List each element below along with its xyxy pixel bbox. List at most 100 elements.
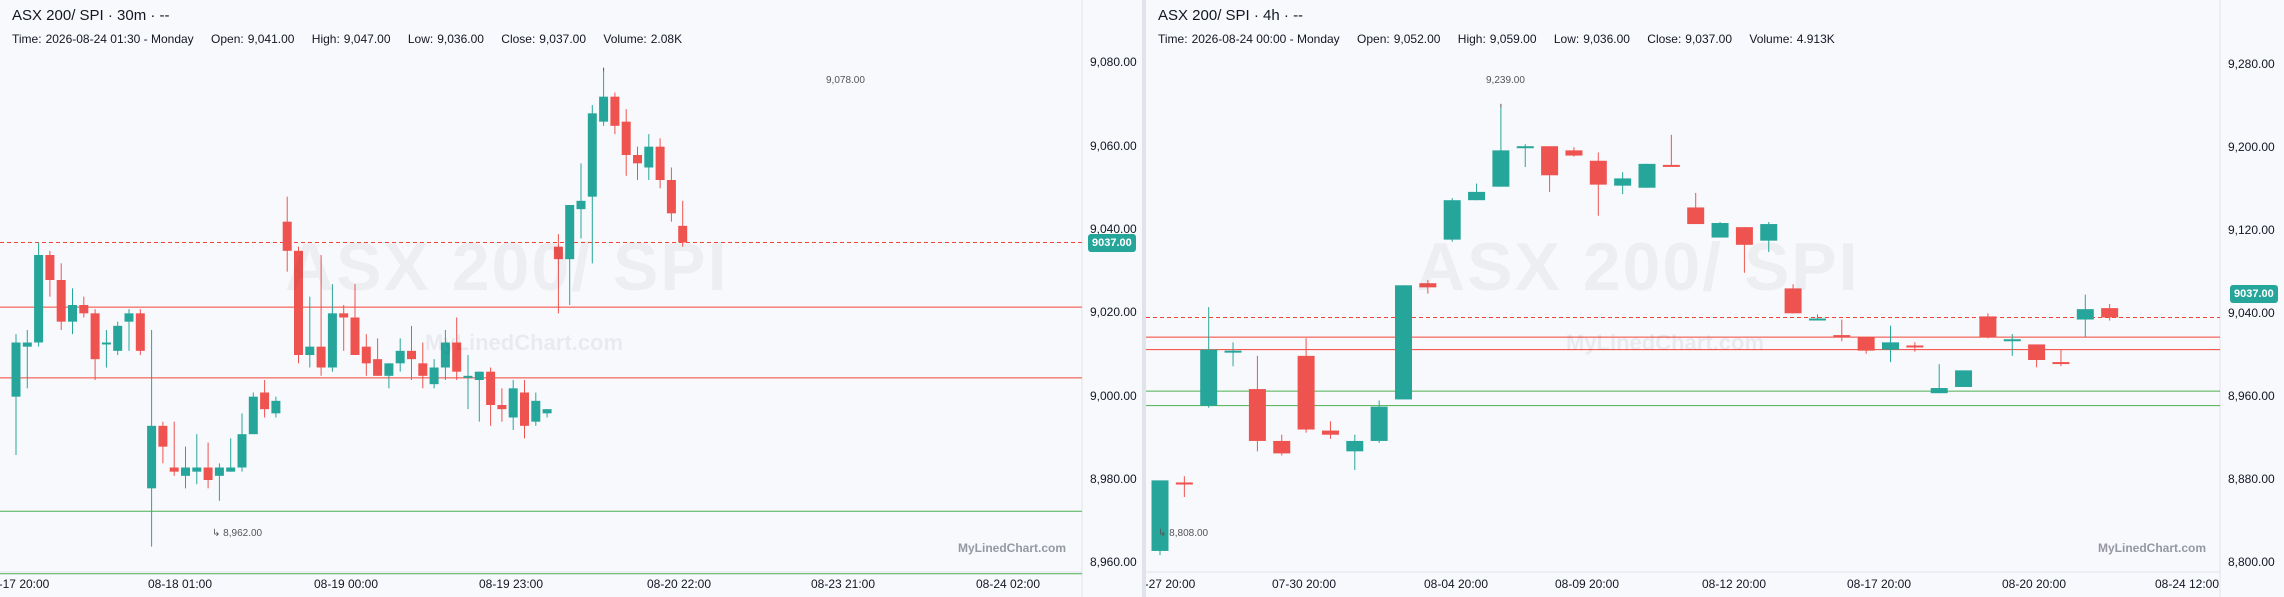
x-tick-label: 08-09 20:00	[1554, 577, 1620, 591]
candle-body	[1955, 370, 1973, 387]
candle-body	[147, 425, 157, 489]
candle-body	[621, 121, 631, 155]
candle-body	[1346, 440, 1364, 452]
candle-body	[101, 342, 111, 345]
chart-4h[interactable]: ASX 200/ SPI MyLinedChart.com ASX 200/ S…	[1146, 0, 2284, 597]
candlestick-plot-30m[interactable]	[0, 0, 1142, 597]
watermark-site: MyLinedChart.com	[425, 330, 624, 355]
high-value: 9,059.00	[1489, 32, 1537, 46]
candle-body	[327, 313, 337, 368]
candle-body	[553, 246, 563, 260]
chart-header: ASX 200/ SPI · 4h · -- Time: 2026-08-24 0…	[1158, 4, 1849, 50]
last-price-badge: 9037.00	[1088, 234, 1136, 252]
candle-body	[203, 467, 213, 480]
candle-body	[1711, 223, 1729, 238]
candle-body	[1906, 345, 1924, 348]
y-tick-label: 9,080.00	[1090, 55, 1137, 70]
x-tick-label: 08-24 12:00	[2154, 577, 2220, 591]
candle-body	[531, 400, 541, 422]
candle-body	[463, 375, 473, 378]
candle-body	[192, 467, 202, 472]
candle-body	[678, 225, 688, 243]
x-tick-label: 07-30 20:00	[1271, 577, 1337, 591]
candle-body	[90, 313, 100, 360]
candle-body	[633, 155, 642, 164]
candle-body	[644, 146, 654, 168]
candle-body	[542, 409, 552, 414]
candle-body	[260, 392, 270, 410]
candle-body	[45, 255, 55, 280]
candle-body	[486, 371, 496, 405]
brand-label: MyLinedChart.com	[958, 541, 1067, 555]
candle-body	[429, 367, 439, 385]
candle-body	[1516, 146, 1534, 149]
candle-body	[508, 388, 518, 418]
candle-body	[1419, 283, 1437, 288]
time-value: 2026-08-24 00:00 - Monday	[1191, 32, 1340, 46]
candle-body	[1370, 406, 1388, 441]
candle-body	[395, 350, 405, 364]
high-annotation: 9,078.00	[826, 75, 865, 86]
candle-body	[599, 96, 609, 122]
y-tick-label: 9,040.00	[2228, 306, 2275, 321]
watermark: ASX 200/ SPI	[1416, 228, 1860, 306]
candle-body	[34, 255, 44, 343]
candle-body	[282, 221, 292, 251]
last-price-badge: 9037.00	[2230, 285, 2278, 303]
candle-body	[655, 146, 665, 180]
volume-label: Volume:	[603, 32, 647, 46]
y-tick-label: 8,960.00	[2228, 389, 2275, 404]
candle-body	[373, 359, 383, 376]
x-tick-label: 08-24 02:00	[975, 577, 1041, 591]
candle-body	[407, 350, 416, 360]
candle-body	[474, 371, 484, 380]
candle-body	[418, 363, 428, 376]
low-annotation-value: 8,808.00	[1169, 528, 1209, 539]
candle-body	[124, 313, 134, 322]
candle-body	[22, 342, 32, 347]
candle-body	[169, 467, 179, 472]
symbol-title: ASX 200/ SPI · 4h · --	[1158, 7, 1304, 24]
y-tick-label: 8,800.00	[2228, 555, 2275, 570]
candle-body	[1200, 349, 1218, 406]
watermark-site: MyLinedChart.com	[1566, 330, 1765, 355]
candle-body	[1662, 164, 1680, 167]
low-value: 9,036.00	[437, 32, 484, 46]
candle-body	[1614, 178, 1632, 186]
candle-body	[1151, 480, 1169, 551]
candle-body	[214, 467, 224, 476]
candle-body	[1224, 350, 1242, 353]
low-annotation-value: 8,962.00	[223, 528, 263, 539]
chart-30m[interactable]: ASX 200/ SPI MyLinedChart.com ASX 200/ S…	[0, 0, 1142, 597]
chart-header: ASX 200/ SPI · 30m · -- Time: 2026-08-24 …	[12, 4, 696, 50]
candle-body	[56, 280, 66, 322]
candle-body	[361, 346, 371, 364]
close-value: 9,037.00	[539, 32, 587, 46]
candle-body	[666, 180, 676, 214]
low-label: Low:	[1553, 32, 1580, 46]
candle-body	[587, 113, 597, 197]
time-label: Time:	[1158, 32, 1188, 46]
watermark: ASX 200/ SPI	[285, 228, 729, 306]
candle-body	[1857, 337, 1875, 351]
x-tick-label: 08-18 01:00	[147, 577, 213, 591]
candle-body	[384, 363, 394, 376]
candle-body	[610, 96, 620, 126]
candle-body	[1930, 388, 1948, 394]
candle-body	[1808, 318, 1826, 321]
candlestick-plot-4h[interactable]	[1146, 0, 2284, 597]
symbol-title: ASX 200/ SPI · 30m · --	[12, 7, 170, 24]
x-tick-label: 08-17 20:00	[1846, 577, 1912, 591]
volume-value: 2.08K	[650, 32, 683, 46]
volume-value: 4.913K	[1796, 32, 1835, 46]
close-label: Close:	[501, 32, 536, 46]
candle-body	[158, 425, 168, 447]
candle-body	[1565, 150, 1583, 156]
candle-body	[1175, 482, 1193, 485]
candle-body	[271, 400, 281, 414]
candle-body	[1395, 285, 1412, 400]
candle-body	[113, 325, 123, 351]
pane-divider[interactable]	[1142, 0, 1146, 597]
high-value: 9,047.00	[343, 32, 391, 46]
ohlc-legend: Time: 2026-08-24 01:30 - Monday Open: 9,04…	[12, 28, 696, 50]
